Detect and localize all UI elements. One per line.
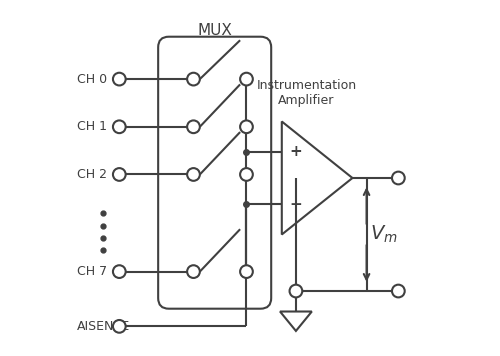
Circle shape — [240, 265, 253, 278]
Text: MUX: MUX — [197, 23, 232, 38]
Text: CH 7: CH 7 — [77, 265, 107, 278]
Text: $V_m$: $V_m$ — [370, 224, 398, 245]
Text: CH 2: CH 2 — [77, 168, 107, 181]
Text: −: − — [290, 197, 302, 212]
FancyBboxPatch shape — [158, 37, 271, 309]
Circle shape — [240, 73, 253, 85]
Circle shape — [240, 168, 253, 181]
Circle shape — [290, 285, 302, 297]
Text: Instrumentation
Amplifier: Instrumentation Amplifier — [256, 79, 356, 108]
Text: CH 1: CH 1 — [77, 120, 107, 133]
Text: CH 0: CH 0 — [77, 73, 107, 85]
Text: AISENSE: AISENSE — [77, 320, 130, 333]
Circle shape — [187, 265, 200, 278]
Circle shape — [113, 265, 126, 278]
Text: +: + — [290, 144, 302, 159]
Circle shape — [240, 120, 253, 133]
Circle shape — [187, 168, 200, 181]
Circle shape — [187, 73, 200, 85]
Circle shape — [113, 73, 126, 85]
Circle shape — [392, 172, 404, 184]
Circle shape — [392, 285, 404, 297]
Circle shape — [113, 320, 126, 333]
Circle shape — [113, 168, 126, 181]
Circle shape — [187, 120, 200, 133]
Circle shape — [113, 120, 126, 133]
